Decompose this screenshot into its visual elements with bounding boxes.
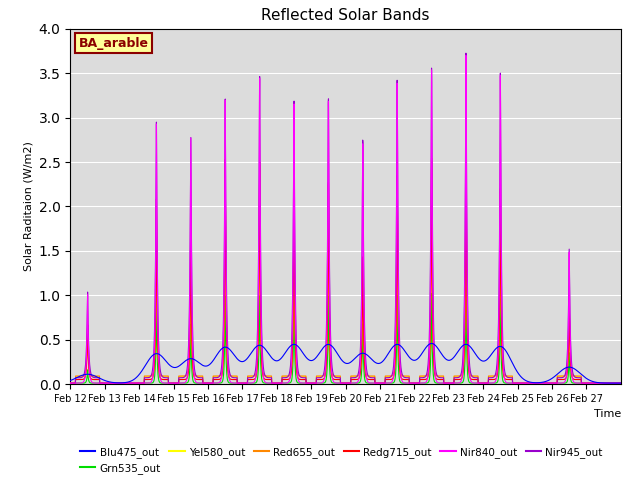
Y-axis label: Solar Raditaion (W/m2): Solar Raditaion (W/m2) [23,142,33,271]
Legend: Blu475_out, Grn535_out, Yel580_out, Red655_out, Redg715_out, Nir840_out, Nir945_: Blu475_out, Grn535_out, Yel580_out, Red6… [76,443,607,478]
X-axis label: Time: Time [593,409,621,419]
Text: BA_arable: BA_arable [79,36,148,49]
Title: Reflected Solar Bands: Reflected Solar Bands [261,9,430,24]
